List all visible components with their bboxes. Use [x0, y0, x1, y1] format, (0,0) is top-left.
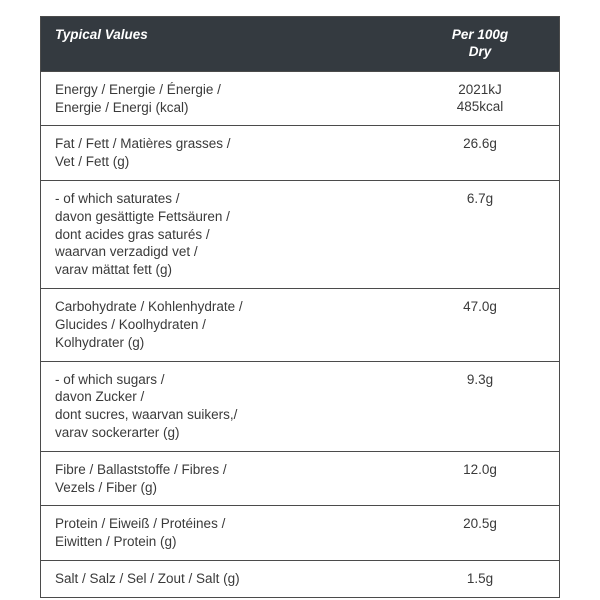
row-label-line: Energy / Energie / Énergie /: [55, 81, 409, 99]
row-value-line: 485kcal: [415, 98, 545, 116]
header-right-line1: Per 100g: [415, 27, 545, 44]
row-label-line: Eiwitten / Protein (g): [55, 533, 409, 551]
row-label-line: Energie / Energi (kcal): [55, 99, 409, 117]
table-row: Fat / Fett / Matières grasses /Vet / Fet…: [41, 125, 559, 180]
row-label-line: - of which saturates /: [55, 190, 409, 208]
row-value: 2021kJ485kcal: [415, 81, 545, 116]
row-value-line: 2021kJ: [415, 81, 545, 99]
header-right: Per 100g Dry: [415, 27, 545, 61]
row-label-line: Vezels / Fiber (g): [55, 479, 409, 497]
table-row: Fibre / Ballaststoffe / Fibres /Vezels /…: [41, 451, 559, 506]
table-row: Carbohydrate / Kohlenhydrate /Glucides /…: [41, 288, 559, 360]
row-label: Energy / Energie / Énergie /Energie / En…: [55, 81, 415, 117]
row-value: 47.0g: [415, 298, 545, 316]
row-label-line: Fat / Fett / Matières grasses /: [55, 135, 409, 153]
row-value-line: 12.0g: [415, 461, 545, 479]
row-value: 12.0g: [415, 461, 545, 479]
row-label-line: dont sucres, waarvan suikers,/: [55, 406, 409, 424]
table-row: - of which saturates /davon gesättigte F…: [41, 180, 559, 288]
row-value-line: 47.0g: [415, 298, 545, 316]
row-value: 26.6g: [415, 135, 545, 153]
row-value-line: 9.3g: [415, 371, 545, 389]
row-label-line: davon gesättigte Fettsäuren /: [55, 208, 409, 226]
table-row: Salt / Salz / Sel / Zout / Salt (g) 1.5g: [41, 560, 559, 597]
row-label-line: dont acides gras saturés /: [55, 226, 409, 244]
row-label-line: Fibre / Ballaststoffe / Fibres /: [55, 461, 409, 479]
row-value-line: 20.5g: [415, 515, 545, 533]
row-label-line: Salt / Salz / Sel / Zout / Salt (g): [55, 570, 409, 588]
row-value: 6.7g: [415, 190, 545, 208]
table-header: Typical Values Per 100g Dry: [41, 17, 559, 71]
table-row: Energy / Energie / Énergie /Energie / En…: [41, 71, 559, 126]
row-label-line: waarvan verzadigd vet /: [55, 243, 409, 261]
row-label: Fibre / Ballaststoffe / Fibres /Vezels /…: [55, 461, 415, 497]
row-value-line: 26.6g: [415, 135, 545, 153]
row-value: 20.5g: [415, 515, 545, 533]
row-label: - of which saturates /davon gesättigte F…: [55, 190, 415, 279]
table-row: - of which sugars /davon Zucker /dont su…: [41, 361, 559, 451]
rows-container: Energy / Energie / Énergie /Energie / En…: [41, 71, 559, 597]
header-right-line2: Dry: [415, 44, 545, 61]
row-label: Carbohydrate / Kohlenhydrate /Glucides /…: [55, 298, 415, 351]
row-label-line: Kolhydrater (g): [55, 334, 409, 352]
header-left: Typical Values: [55, 27, 415, 61]
row-label: Protein / Eiweiß / Protéines /Eiwitten /…: [55, 515, 415, 551]
row-value-line: 1.5g: [415, 570, 545, 588]
row-label-line: Protein / Eiweiß / Protéines /: [55, 515, 409, 533]
row-label-line: Carbohydrate / Kohlenhydrate /: [55, 298, 409, 316]
row-label-line: varav mättat fett (g): [55, 261, 409, 279]
nutrition-table: Typical Values Per 100g Dry Energy / Ene…: [40, 16, 560, 598]
row-label-line: varav sockerarter (g): [55, 424, 409, 442]
row-value: 1.5g: [415, 570, 545, 588]
row-value-line: 6.7g: [415, 190, 545, 208]
table-row: Protein / Eiweiß / Protéines /Eiwitten /…: [41, 505, 559, 560]
row-label-line: Glucides / Koolhydraten /: [55, 316, 409, 334]
row-label-line: Vet / Fett (g): [55, 153, 409, 171]
row-label: Salt / Salz / Sel / Zout / Salt (g): [55, 570, 415, 588]
row-label-line: davon Zucker /: [55, 388, 409, 406]
row-value: 9.3g: [415, 371, 545, 389]
row-label: - of which sugars /davon Zucker /dont su…: [55, 371, 415, 442]
row-label: Fat / Fett / Matières grasses /Vet / Fet…: [55, 135, 415, 171]
row-label-line: - of which sugars /: [55, 371, 409, 389]
